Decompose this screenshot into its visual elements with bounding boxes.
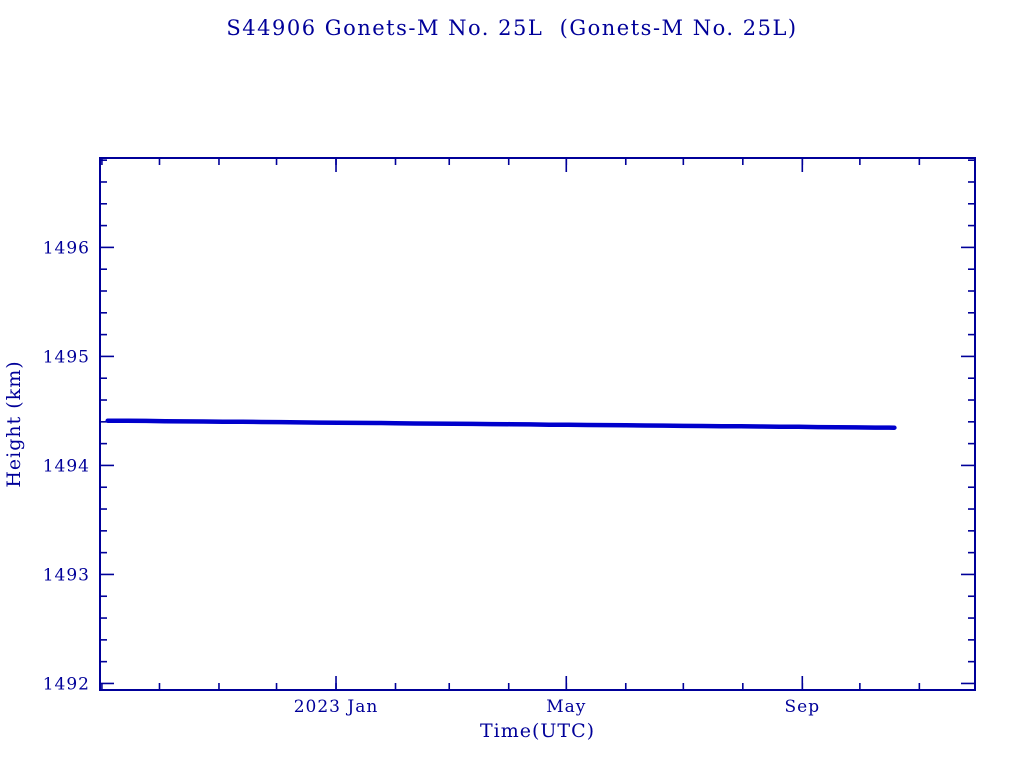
data-series-line (105, 418, 897, 430)
x-axis-label: Time(UTC) (479, 720, 596, 742)
x-tick-label: May (546, 697, 586, 717)
y-tick-label: 1492 (43, 674, 90, 694)
y-axis-label: Height (km) (3, 360, 25, 488)
x-tick-label: Sep (785, 697, 821, 717)
y-tick-label: 1496 (43, 238, 90, 258)
x-tick-label: 2023 Jan (294, 697, 379, 717)
plot-frame (99, 157, 976, 691)
y-tick-label: 1494 (43, 456, 90, 476)
chart-title: S44906 Gonets-M No. 25L (Gonets-M No. 25… (226, 16, 798, 40)
y-tick-label: 1495 (43, 347, 90, 367)
y-tick-label: 1493 (43, 565, 90, 585)
